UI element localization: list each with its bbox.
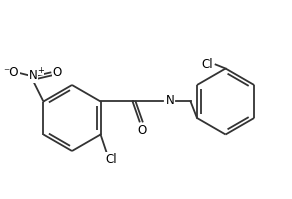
Text: Cl: Cl xyxy=(106,153,117,166)
Text: Cl: Cl xyxy=(202,58,213,71)
Text: H: H xyxy=(166,96,173,105)
Text: O: O xyxy=(53,66,62,79)
Text: +: + xyxy=(37,66,44,75)
Text: N: N xyxy=(166,94,174,107)
Text: O: O xyxy=(137,124,146,137)
Text: ⁻O: ⁻O xyxy=(4,66,19,79)
Text: N: N xyxy=(29,69,38,82)
